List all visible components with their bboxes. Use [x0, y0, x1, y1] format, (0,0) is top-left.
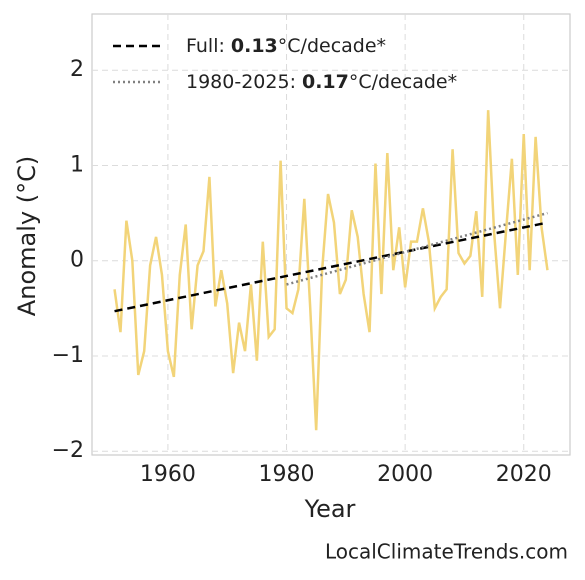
legend-name: 1980-2025:: [186, 71, 296, 93]
watermark: LocalClimateTrends.com: [325, 540, 568, 564]
y-tick-label: 2: [70, 57, 84, 82]
x-tick-label: 2020: [496, 462, 552, 487]
legend-unit: °C/decade*: [278, 35, 386, 57]
legend-unit: °C/decade*: [349, 71, 457, 93]
y-tick-label: 1: [70, 152, 84, 177]
legend-label: 1980-2025: 0.17°C/decade*: [186, 71, 457, 93]
y-tick-label: 0: [70, 248, 84, 273]
data-line: [113, 110, 549, 431]
y-tick-label: −2: [52, 438, 84, 463]
y-axis-label: Anomaly (°C): [13, 156, 41, 316]
trend-line: [286, 211, 548, 286]
x-axis-label: Year: [304, 495, 356, 523]
legend-rate: 0.17: [302, 71, 349, 93]
legend-rate: 0.13: [231, 35, 278, 57]
legend-name: Full:: [186, 35, 225, 57]
x-tick-label: 1980: [259, 462, 315, 487]
x-tick-label: 2000: [377, 462, 433, 487]
plot-frame: [91, 13, 571, 456]
trend-line: [114, 221, 548, 313]
legend-label: Full: 0.13°C/decade*: [186, 35, 386, 57]
y-tick-label: −1: [52, 343, 84, 368]
x-tick-label: 1960: [140, 462, 196, 487]
